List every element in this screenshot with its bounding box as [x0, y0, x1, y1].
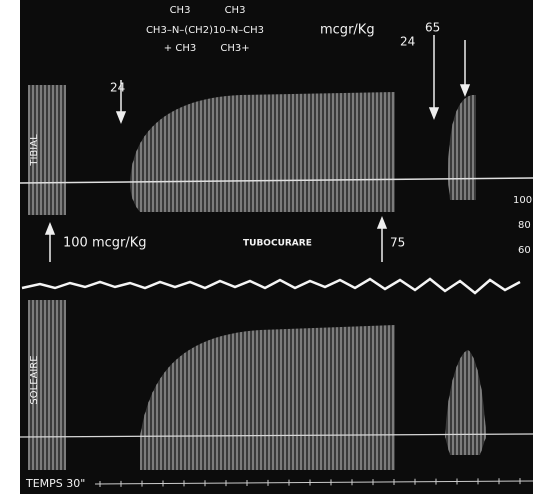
- dose-label: 24: [400, 35, 415, 49]
- dose-unit: mcgr/Kg: [320, 23, 375, 38]
- scale-label: 60: [518, 245, 531, 256]
- formula-part: CH3: [225, 5, 246, 16]
- formula-part: CH3+: [220, 43, 249, 54]
- scale-label: 80: [518, 220, 531, 231]
- dose-label: 100 mcgr/Kg: [63, 236, 147, 251]
- formula-part: CH3–N–(CH2)10–N–CH3: [146, 25, 264, 36]
- scale-label: 100: [513, 195, 532, 206]
- formula-part: + CH3: [164, 43, 196, 54]
- dose-label: 24: [110, 81, 125, 95]
- time-label: TEMPS 30": [25, 477, 85, 490]
- formula-part: CH3: [170, 5, 191, 16]
- dose-label: 65: [425, 21, 440, 35]
- drug-label: TUBOCURARE: [243, 239, 312, 249]
- dose-label: 75: [390, 236, 405, 250]
- muscle-label: TIBIAL: [29, 134, 40, 167]
- muscle-label: SOLEAIRE: [29, 355, 40, 404]
- figure: CH3 CH3 CH3–N–(CH2)10–N–CH3 + CH3 CH3+ m…: [0, 0, 533, 494]
